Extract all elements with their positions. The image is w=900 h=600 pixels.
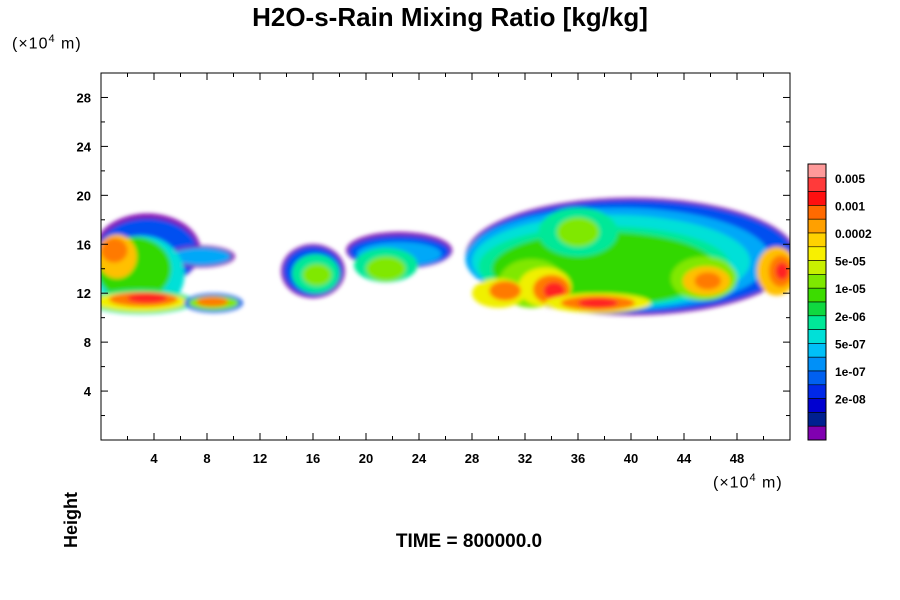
cloud-blob [169,247,231,266]
x-tick-label: 16 [306,451,320,466]
colorbar-swatch [807,315,827,330]
colorbar-swatch [807,232,827,248]
x-axis-unit: (×104 m) [713,472,783,492]
colorbar-swatch [807,218,827,234]
y-tick-label: 24 [77,139,92,154]
cloud-blob [489,280,522,301]
y-tick-label: 8 [84,335,91,350]
cloud-blob [302,263,332,286]
colorbar-swatch [807,412,827,427]
x-tick-label: 4 [150,451,158,466]
colorbar-swatch [807,301,827,317]
colorbar-swatch [807,177,827,192]
cloud-blob [543,282,565,300]
cloud-blob [101,238,128,263]
colorbar: 0.005 0.001 0.0002 5e-05 1e-05 2e-06 5e-07 1e-0… [807,163,872,441]
colorbar-swatch [807,205,827,220]
colorbar-label: 2e-06 [835,310,866,324]
colorbar-label: 0.0002 [835,227,872,241]
cloud-blob [556,217,600,247]
colorbar-label: 0.005 [835,172,865,186]
colorbar-swatch [807,384,827,399]
colorbar-swatch [807,398,827,413]
cloud-blob [127,293,168,303]
colorbar-swatch [807,191,827,206]
y-tick-label: 20 [77,188,91,203]
x-tick-label: 32 [518,451,532,466]
colorbar-swatch [807,370,827,386]
colorbar-label: 2e-08 [835,393,866,407]
chart-title: H2O-s-Rain Mixing Ratio [kg/kg] [252,2,648,32]
colorbar-frame [807,163,827,441]
colorbar-label: 5e-07 [835,337,866,351]
cloud-blob [196,296,229,307]
x-tick-label: 28 [465,451,479,466]
colorbar-swatch [807,163,827,179]
colorbar-label: 1e-05 [835,282,866,296]
cloud-blob [775,262,789,280]
x-tick-label: 48 [730,451,744,466]
x-tick-label: 44 [677,451,692,466]
colorbar-swatch [807,274,827,289]
time-label: TIME = 800000.0 [395,531,543,552]
colorbar-label: 5e-05 [835,255,866,269]
x-tick-label: 36 [571,451,585,466]
x-tick-label: 8 [203,451,210,466]
cloud-field [101,197,790,316]
x-tick-label: 40 [624,451,638,466]
x-tick-label: 24 [412,451,427,466]
y-tick-label: 28 [77,90,91,105]
colorbar-swatch [807,287,827,303]
cloud-blob [366,256,406,281]
y-axis-unit: (×104 m) [12,33,82,53]
colorbar-swatch [807,356,827,372]
colorbar-swatch [807,260,827,275]
colorbar-swatch [807,343,827,358]
y-tick-label: 16 [77,237,91,252]
colorbar-label: 0.001 [835,199,865,213]
colorbar-swatch [807,329,827,344]
colorbar-swatch [807,246,827,261]
colorbar-label: 1e-07 [835,365,866,379]
x-tick-label: 12 [253,451,267,466]
cloud-blob [694,272,722,290]
cloud-blob [578,298,618,308]
y-tick-label: 12 [77,286,91,301]
y-tick-label: 4 [84,384,92,399]
colorbar-swatch [807,425,827,441]
x-tick-label: 20 [359,451,373,466]
plot-area [101,197,790,316]
